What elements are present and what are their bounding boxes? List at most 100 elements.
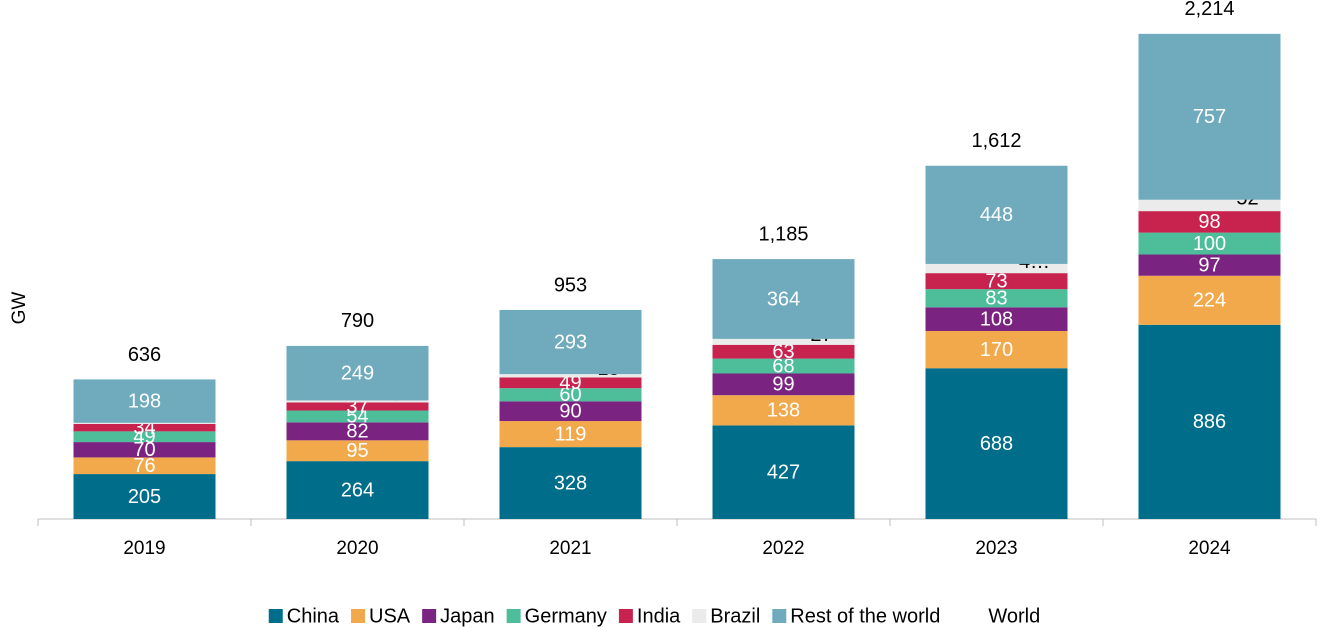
total-label: 953 <box>554 274 587 296</box>
x-tick-label: 2023 <box>975 538 1017 559</box>
data-label: 98 <box>1198 211 1220 233</box>
bar-segment <box>712 338 855 345</box>
legend-label: World <box>988 605 1040 627</box>
data-label: 119 <box>555 423 587 445</box>
bar-segment <box>73 379 216 423</box>
bar-segment <box>499 388 642 402</box>
bar-segment <box>73 457 216 475</box>
data-label: 757 <box>1193 106 1226 128</box>
bar-segment <box>712 259 855 339</box>
bar-segment <box>286 422 429 441</box>
legend-swatch <box>772 609 787 623</box>
data-label: 249 <box>341 362 374 384</box>
bar-segment <box>73 431 216 443</box>
bar-segment <box>925 165 1068 264</box>
bar-segment <box>286 400 429 403</box>
legend-swatch <box>351 609 366 623</box>
bar-segment <box>712 373 855 396</box>
legend-swatch <box>692 609 707 623</box>
bar-segment <box>925 368 1068 519</box>
bar-segment <box>925 273 1068 290</box>
legend-label: Japan <box>440 605 495 627</box>
bar-segment <box>1138 211 1281 233</box>
legend-label: China <box>287 605 340 627</box>
total-label: 790 <box>341 310 374 332</box>
data-label: 364 <box>767 288 800 310</box>
data-label: 76 <box>133 455 155 477</box>
x-tick-label: 2022 <box>762 538 804 559</box>
data-label: 97 <box>1198 254 1220 276</box>
bar-segment <box>499 377 642 389</box>
bar-segment <box>499 421 642 448</box>
data-label: 49 <box>133 426 155 448</box>
legend-swatch <box>506 609 521 623</box>
legend-label: USA <box>369 605 411 627</box>
data-label: 60 <box>559 384 581 406</box>
bar-segment <box>499 309 642 375</box>
bar-segment <box>712 358 855 374</box>
x-tick-label: 2024 <box>1188 538 1231 559</box>
legend-swatch <box>618 609 633 623</box>
legend-label: Germany <box>525 605 607 627</box>
data-label: 328 <box>554 472 587 494</box>
y-axis-label: GW <box>9 292 30 325</box>
bar-segment <box>1138 199 1281 212</box>
legend-swatch <box>422 609 437 623</box>
data-label: 293 <box>554 331 587 353</box>
bar-segment <box>925 289 1068 308</box>
bar-segment <box>286 440 429 462</box>
x-tick-label: 2020 <box>336 538 378 559</box>
data-label: 54 <box>346 406 368 428</box>
bar-segment <box>1138 324 1281 519</box>
legend-swatch <box>268 609 283 623</box>
bar-segment <box>712 425 855 519</box>
data-label: 95 <box>346 440 368 462</box>
total-label: 1,185 <box>758 224 808 246</box>
data-label: 108 <box>980 308 1013 330</box>
data-label: 205 <box>128 486 161 508</box>
data-label: 448 <box>980 204 1013 226</box>
bar-segment <box>73 423 216 432</box>
data-label: 170 <box>980 339 1013 361</box>
bar-segment <box>73 442 216 458</box>
data-label: 73 <box>985 270 1007 292</box>
data-label: 83 <box>985 288 1007 310</box>
bar-segment <box>1138 33 1281 200</box>
data-label: 68 <box>772 355 794 377</box>
x-tick-label: 2019 <box>123 538 165 559</box>
data-label: 90 <box>559 400 581 422</box>
data-label: 138 <box>767 400 800 422</box>
bar-segment <box>1138 232 1281 255</box>
data-label: 886 <box>1193 411 1226 433</box>
data-label: 63 <box>772 341 794 363</box>
data-label: 49 <box>559 372 581 394</box>
bar-segment <box>925 330 1068 369</box>
legend-label: India <box>637 605 681 627</box>
bar-segment <box>499 374 642 378</box>
data-label: 427 <box>767 461 800 483</box>
bar-segment <box>712 395 855 426</box>
data-label: 100 <box>1193 233 1226 255</box>
bar-segment <box>925 263 1068 274</box>
bar-segment <box>712 344 855 359</box>
data-label: 70 <box>133 439 155 461</box>
bar-segment <box>73 474 216 519</box>
total-label: 636 <box>128 344 161 366</box>
data-label: 264 <box>341 479 374 501</box>
legend-label: Rest of the world <box>790 605 940 627</box>
bar-segment <box>499 447 642 519</box>
data-label: 99 <box>772 374 794 396</box>
total-label: 1,612 <box>971 130 1021 152</box>
bar-segment <box>286 345 429 401</box>
bar-segment <box>1138 275 1281 325</box>
bar-segment <box>73 422 216 424</box>
bar-segment <box>1138 254 1281 276</box>
bar-segment <box>925 307 1068 331</box>
total-label: 2,214 <box>1184 0 1234 20</box>
legend-label: Brazil <box>710 605 760 627</box>
data-label: 198 <box>128 390 161 412</box>
bar-segment <box>286 410 429 423</box>
bar-segment <box>499 401 642 422</box>
data-label: 82 <box>346 421 368 443</box>
